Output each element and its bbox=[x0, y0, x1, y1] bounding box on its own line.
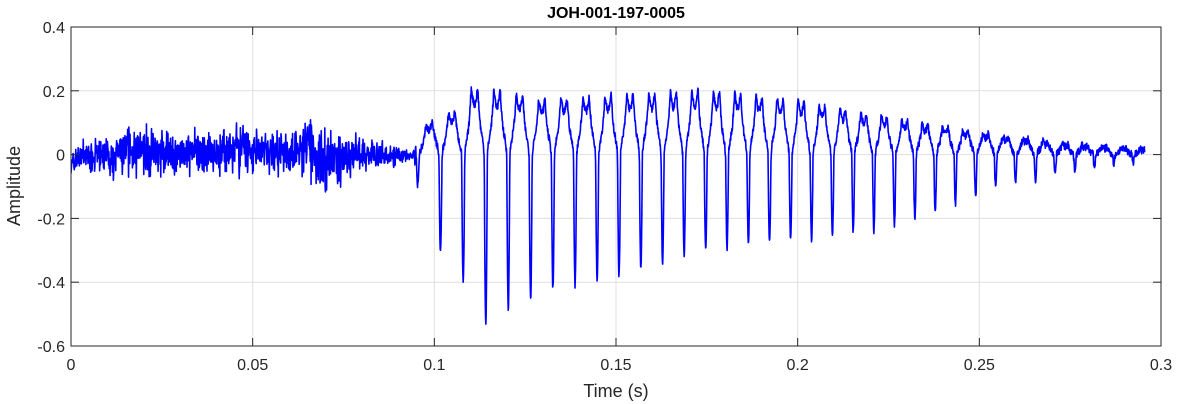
waveform-line bbox=[71, 86, 1146, 325]
chart-title: JOH-001-197-0005 bbox=[547, 5, 685, 22]
x-axis-ticks: 0 0.05 0.1 0.15 0.2 0.25 0.3 bbox=[67, 27, 1172, 374]
x-tick-label: 0.25 bbox=[964, 357, 995, 374]
x-tick-label: 0.3 bbox=[1150, 357, 1172, 374]
y-tick-label: -0.2 bbox=[37, 211, 65, 228]
y-tick-label: 0 bbox=[56, 148, 65, 165]
x-tick-label: 0.05 bbox=[237, 357, 268, 374]
y-axis-ticks: -0.6 -0.4 -0.2 0 0.2 0.4 bbox=[37, 20, 1161, 356]
y-tick-label: 0.2 bbox=[43, 84, 65, 101]
y-tick-label: -0.6 bbox=[37, 339, 65, 356]
x-tick-label: 0.2 bbox=[787, 357, 809, 374]
x-tick-label: 0.1 bbox=[423, 357, 445, 374]
y-axis-label: Amplitude bbox=[4, 146, 24, 226]
y-tick-label: -0.4 bbox=[37, 275, 65, 292]
x-tick-label: 0.15 bbox=[600, 357, 631, 374]
y-tick-label: 0.4 bbox=[43, 20, 65, 37]
x-tick-label: 0 bbox=[67, 357, 76, 374]
x-axis-label: Time (s) bbox=[583, 381, 648, 401]
